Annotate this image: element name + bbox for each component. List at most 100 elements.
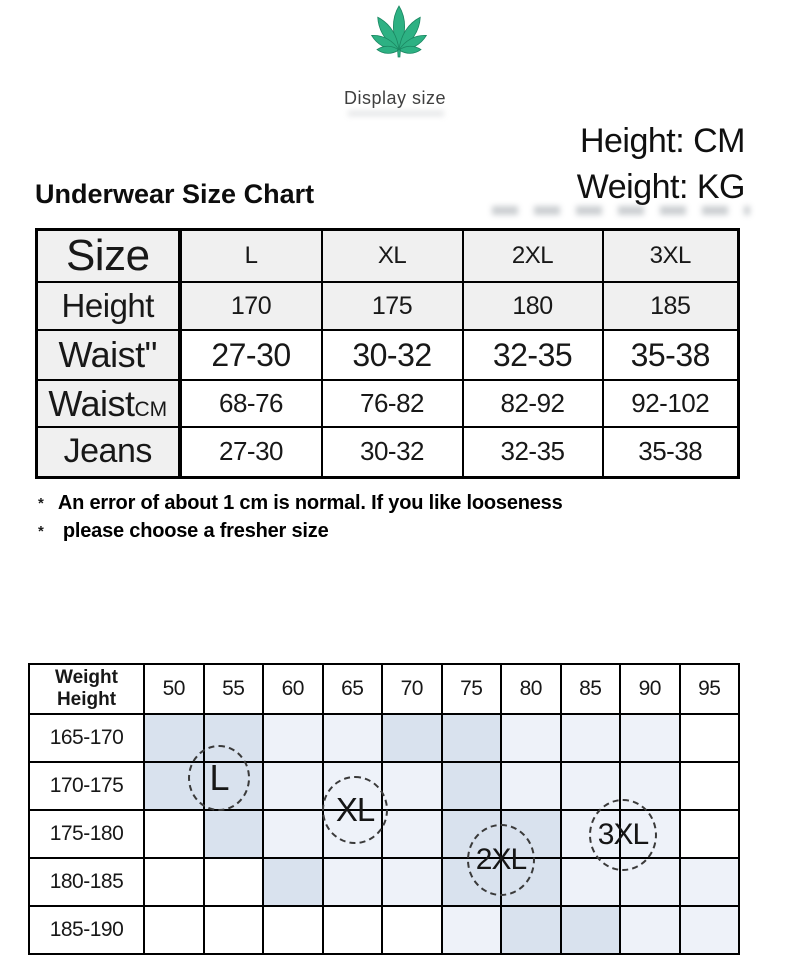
jeans-row-label: Jeans [35, 426, 182, 478]
matrix-cell [381, 761, 443, 811]
height-row: Height 170 175 180 185 [35, 281, 740, 331]
matrix-weight-header: 85 [559, 663, 621, 715]
matrix-weight-header: 90 [619, 663, 681, 715]
note-line: * An error of about 1 cm is normal. If y… [35, 492, 563, 515]
matrix-weight-header: 60 [262, 663, 324, 715]
waist-cm-value: 82-92 [461, 379, 604, 428]
waist-inches-value: 32-35 [461, 329, 604, 381]
height-value: 185 [601, 281, 740, 331]
waist-inches-row-label: Waist" [35, 329, 182, 381]
matrix-corner-cell: Weight Height [28, 663, 145, 715]
matrix-cell [321, 761, 383, 811]
waist-cm-value: 92-102 [601, 379, 740, 428]
matrix-cell [143, 905, 205, 955]
size-corner-cell: Size [35, 228, 182, 283]
waist-inches-value: 35-38 [601, 329, 740, 381]
waist-cm-row: WaistCM 68-76 76-82 82-92 92-102 [35, 379, 740, 428]
matrix-cell [559, 857, 621, 907]
matrix-weight-header: 55 [202, 663, 264, 715]
matrix-weight-header: 95 [678, 663, 740, 715]
height-value: 175 [320, 281, 464, 331]
matrix-cell [500, 713, 562, 763]
matrix-cell [321, 809, 383, 859]
matrix-cell [381, 809, 443, 859]
matrix-weight-header: 80 [500, 663, 562, 715]
matrix-corner-weight: Weight [55, 667, 118, 688]
notes-section: * An error of about 1 cm is normal. If y… [35, 492, 563, 548]
matrix-cell [440, 857, 502, 907]
matrix-cell [500, 857, 562, 907]
matrix-row: 185-190 [28, 905, 740, 955]
matrix-cell [262, 905, 324, 955]
matrix-cell [559, 905, 621, 955]
matrix-cell [321, 713, 383, 763]
jeans-value: 32-35 [461, 426, 604, 478]
matrix-cell [678, 857, 740, 907]
matrix-cell [559, 761, 621, 811]
row-label-unit: CM [134, 397, 168, 421]
matrix-cell [440, 905, 502, 955]
matrix-body: Weight Height 50 55 60 65 70 75 80 85 90 95 165-170 1… [28, 663, 740, 955]
row-label-text: Waist" [58, 334, 158, 375]
matrix-corner-height: Height [56, 689, 117, 710]
matrix-row: 170-175 [28, 761, 740, 811]
asterisk-marker: * [38, 523, 44, 540]
jeans-row: Jeans 27-30 30-32 32-35 35-38 [35, 426, 740, 478]
height-row-label: Height [35, 281, 182, 331]
size-col-header: L [178, 228, 323, 283]
matrix-row: 175-180 [28, 809, 740, 859]
row-label-text: Jeans [63, 432, 153, 471]
matrix-height-label: 185-190 [28, 905, 145, 955]
matrix-cell [381, 905, 443, 955]
row-label-text: Height [61, 287, 155, 324]
matrix-cell [619, 713, 681, 763]
weight-height-matrix-table: Weight Height 50 55 60 65 70 75 80 85 90 95 165-170 1… [28, 663, 740, 955]
weight-height-matrix-section: Weight Height 50 55 60 65 70 75 80 85 90 95 165-170 1… [28, 663, 742, 958]
matrix-cell [262, 857, 324, 907]
waist-inches-row: Waist" 27-30 30-32 32-35 35-38 [35, 329, 740, 381]
matrix-cell [619, 761, 681, 811]
matrix-header-row: Weight Height 50 55 60 65 70 75 80 85 90 95 [28, 663, 740, 715]
waist-inches-value: 30-32 [320, 329, 464, 381]
matrix-height-label: 170-175 [28, 761, 145, 811]
unit-weight-label: Weight: KG [576, 168, 746, 206]
matrix-height-label: 165-170 [28, 713, 145, 763]
matrix-cell [202, 857, 264, 907]
matrix-cell [143, 809, 205, 859]
matrix-weight-header: 50 [143, 663, 205, 715]
jeans-value: 35-38 [601, 426, 740, 478]
size-chart-section: Size L XL 2XL 3XL Height 170 175 180 185… [35, 228, 740, 479]
height-value: 180 [461, 281, 604, 331]
matrix-cell [500, 809, 562, 859]
matrix-cell [202, 761, 264, 811]
jeans-value: 30-32 [320, 426, 464, 478]
matrix-cell [262, 713, 324, 763]
matrix-height-label: 180-185 [28, 857, 145, 907]
matrix-weight-header: 70 [381, 663, 443, 715]
size-chart-header-row: Size L XL 2XL 3XL [35, 228, 740, 283]
matrix-cell [440, 809, 502, 859]
display-size-label: Display size [343, 88, 447, 108]
size-col-header: 3XL [601, 228, 740, 283]
size-col-header: XL [320, 228, 464, 283]
matrix-cell [202, 713, 264, 763]
matrix-cell [321, 905, 383, 955]
note-line: * please choose a fresher size [35, 520, 563, 543]
waist-cm-row-label: WaistCM [35, 379, 182, 428]
matrix-cell [143, 761, 205, 811]
size-corner-label: Size [65, 231, 150, 280]
matrix-cell [500, 905, 562, 955]
matrix-height-label: 175-180 [28, 809, 145, 859]
units-legend: Height: CM Weight: KG [576, 118, 746, 210]
note-text: An error of about 1 cm is normal. If you… [57, 492, 563, 514]
matrix-weight-header: 65 [321, 663, 383, 715]
note-text: please choose a fresher size [62, 520, 329, 542]
size-chart-table: Size L XL 2XL 3XL Height 170 175 180 185… [35, 228, 740, 479]
size-col-header: 2XL [461, 228, 604, 283]
matrix-cell [143, 713, 205, 763]
matrix-cell [202, 809, 264, 859]
waist-cm-value: 76-82 [320, 379, 464, 428]
matrix-cell [500, 761, 562, 811]
matrix-cell [321, 857, 383, 907]
